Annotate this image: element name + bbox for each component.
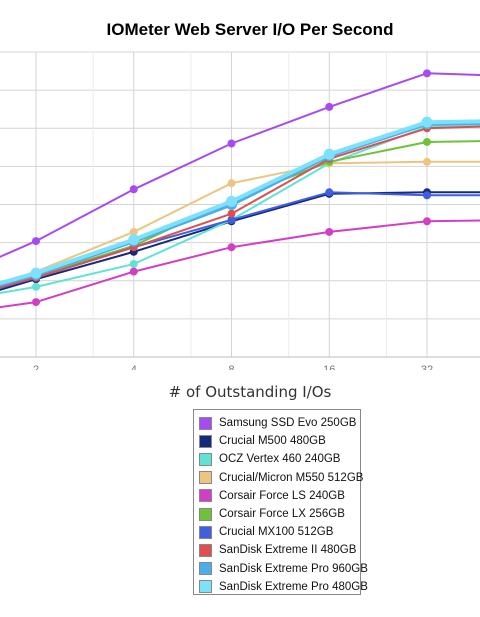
- legend-swatch: [199, 416, 212, 430]
- data-point: [129, 227, 138, 236]
- x-tick-label: 2: [33, 364, 39, 370]
- data-point: [227, 139, 236, 148]
- data-point: [32, 298, 40, 307]
- legend-label: Crucial MX100 512GB: [219, 526, 334, 539]
- data-point: [227, 209, 236, 218]
- gridlines: [0, 51, 480, 358]
- series-4: [0, 217, 480, 309]
- x-tick-label: 4: [131, 364, 137, 370]
- legend-label: OCZ Vertex 460 240GB: [219, 453, 341, 466]
- legend-item[interactable]: Corsair Force LS 240GB: [199, 487, 360, 505]
- legend-label: Corsair Force LX 256GB: [219, 508, 345, 521]
- legend-label: SanDisk Extreme II 480GB: [219, 544, 357, 557]
- x-tick-label: 32: [421, 364, 433, 370]
- data-point: [226, 195, 237, 207]
- data-point: [32, 282, 40, 291]
- legend-label: SanDisk Extreme Pro 960GB: [219, 562, 368, 575]
- chart-title: IOMeter Web Server I/O Per Second: [106, 20, 394, 39]
- legend-swatch: [199, 580, 212, 594]
- series-line: [0, 72, 480, 258]
- x-axis-label: # of Outstanding I/Os: [168, 383, 332, 401]
- data-point: [227, 179, 236, 188]
- legend: Samsung SSD Evo 250GB Crucial M500 480GB O…: [193, 409, 368, 596]
- series-line: [0, 219, 480, 309]
- legend-item[interactable]: Samsung SSD Evo 250GB: [199, 414, 360, 432]
- data-point: [423, 157, 431, 166]
- data-point: [129, 267, 138, 276]
- series-line: [0, 124, 480, 295]
- legend-item[interactable]: Crucial MX100 512GB: [199, 523, 360, 541]
- data-point: [128, 234, 140, 246]
- data-point: [30, 267, 42, 279]
- data-point: [423, 137, 431, 146]
- legend-swatch: [199, 543, 212, 557]
- data-point: [423, 69, 431, 78]
- legend-swatch: [199, 452, 212, 466]
- data-point: [325, 227, 334, 236]
- series-9: [0, 116, 480, 286]
- data-point: [423, 191, 431, 200]
- legend-item[interactable]: SanDisk Extreme Pro 960GB: [199, 560, 368, 578]
- data-point: [227, 243, 236, 252]
- legend-item[interactable]: Corsair Force LX 256GB: [199, 505, 360, 523]
- series-lines: [0, 69, 480, 309]
- legend-label: Crucial M500 480GB: [219, 435, 326, 448]
- series-line: [0, 120, 480, 287]
- data-point: [32, 237, 40, 246]
- legend-item[interactable]: Crucial/Micron M550 512GB: [199, 469, 364, 487]
- x-tick-label: 8: [228, 364, 234, 370]
- data-point: [129, 259, 138, 268]
- legend-label: SanDisk Extreme Pro 480GB: [219, 580, 368, 593]
- data-point: [421, 116, 433, 128]
- legend-swatch: [199, 489, 212, 503]
- series-2: [0, 122, 480, 295]
- legend-item[interactable]: SanDisk Extreme Pro 480GB: [199, 578, 368, 596]
- legend-swatch: [199, 525, 212, 539]
- legend-label: Samsung SSD Evo 250GB: [219, 417, 357, 430]
- data-point: [423, 217, 431, 226]
- legend-item[interactable]: SanDisk Extreme II 480GB: [199, 541, 360, 559]
- legend-label: Crucial/Micron M550 512GB: [219, 471, 364, 484]
- series-0: [0, 69, 480, 258]
- data-point: [227, 215, 236, 224]
- legend-item[interactable]: OCZ Vertex 460 240GB: [199, 450, 360, 468]
- legend-label: Corsair Force LS 240GB: [219, 489, 345, 502]
- legend-swatch: [199, 434, 212, 448]
- line-chart-plot: 2 4 8 16 32: [0, 51, 480, 370]
- legend-item[interactable]: Crucial M500 480GB: [199, 432, 360, 450]
- legend-swatch: [199, 471, 212, 485]
- x-tick-labels: 2 4 8 16 32: [33, 364, 433, 370]
- legend-swatch: [199, 507, 212, 521]
- data-point: [325, 102, 334, 111]
- data-point: [323, 148, 335, 160]
- x-tick-label: 16: [323, 364, 335, 370]
- series-line: [0, 119, 480, 286]
- data-point: [325, 188, 334, 197]
- data-point: [129, 185, 138, 194]
- legend-swatch: [199, 562, 212, 576]
